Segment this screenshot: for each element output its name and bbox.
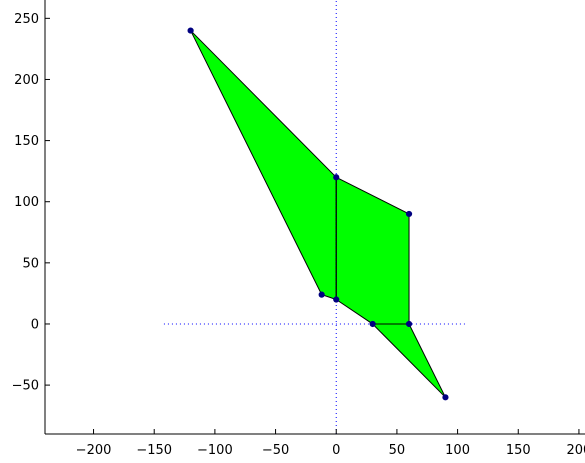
data-point-6 <box>369 320 376 328</box>
data-point-8 <box>442 394 449 401</box>
tick-labels: −200 −150 −100 −50 0 50 100 150 200 −50 0 50 100 150 2… <box>12 12 585 458</box>
vertex-points <box>187 27 449 401</box>
data-point-1 <box>187 27 194 34</box>
x-tick-label: −150 <box>136 443 172 458</box>
x-tick-label: −200 <box>76 443 112 458</box>
y-tick-label: 100 <box>14 195 39 210</box>
region-polygon-1 <box>190 30 337 301</box>
data-point-4 <box>333 174 340 181</box>
tick-marks <box>45 17 580 434</box>
x-tick-label: 50 <box>389 443 406 458</box>
x-tick-label: 200 <box>567 443 585 458</box>
y-tick-label: 250 <box>14 12 39 27</box>
region-polygon-3 <box>371 323 446 398</box>
x-tick-label: 100 <box>445 443 470 458</box>
data-point-2 <box>318 291 325 298</box>
y-tick-label: 200 <box>14 73 39 88</box>
region-edges <box>335 177 410 325</box>
x-tick-label: 0 <box>332 443 340 458</box>
x-tick-label: −50 <box>262 443 289 458</box>
data-point-3 <box>333 296 340 303</box>
x-tick-label: 150 <box>506 443 531 458</box>
data-point-5 <box>405 210 413 218</box>
data-point-7 <box>405 320 413 328</box>
axes <box>44 0 585 435</box>
region-polygon-2 <box>335 176 410 325</box>
y-tick-label: 0 <box>31 317 39 332</box>
y-tick-label: −50 <box>12 379 39 394</box>
x-tick-label: −100 <box>197 443 233 458</box>
y-tick-label: 50 <box>22 256 39 271</box>
y-tick-label: 150 <box>14 134 39 149</box>
